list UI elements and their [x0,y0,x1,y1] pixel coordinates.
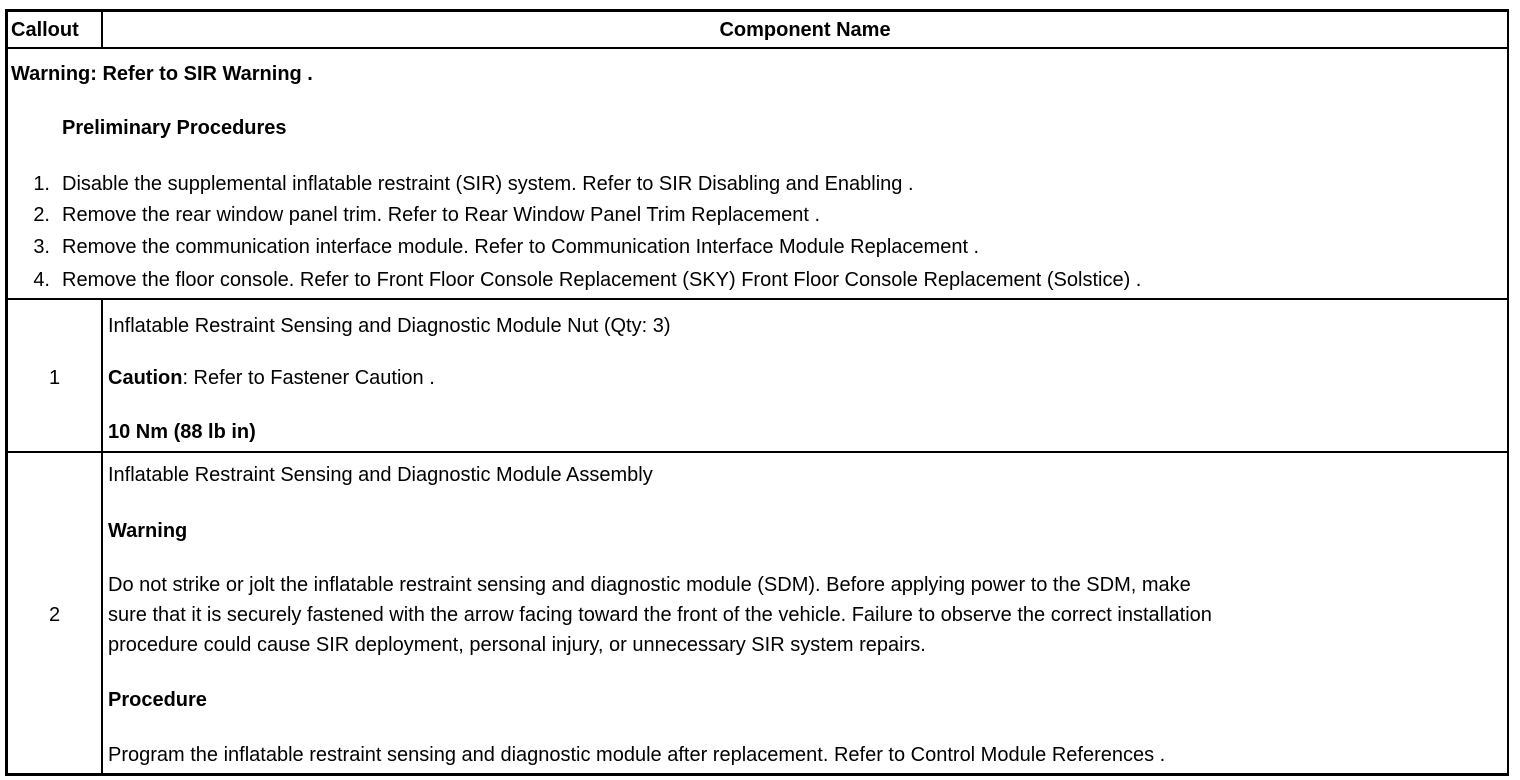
component-table: Callout Component Name Warning: Refer to… [5,9,1509,776]
caution-label: Caution [108,367,183,389]
row-divider [8,451,1507,453]
torque-spec: 10 Nm (88 lb in) [108,421,256,443]
procedure-heading: Procedure [108,689,207,711]
warning-text-line: procedure could cause SIR deployment, pe… [108,634,926,656]
callout-number: 1 [48,367,61,389]
step-text: Disable the supplemental inflatable rest… [62,173,914,195]
callout-number: 2 [48,604,61,626]
procedure-text: Program the inflatable restraint sensing… [108,744,1166,766]
warning-label: Warning: [11,63,97,85]
warning-line: Warning: Refer to SIR Warning . [11,62,313,86]
step-number: 2. [33,204,50,226]
preliminary-heading: Preliminary Procedures [62,117,287,139]
step-text: Remove the communication interface modul… [62,236,980,258]
column-divider [101,298,103,773]
warning-heading: Warning [108,520,188,542]
row-divider [8,298,1507,300]
header-callout: Callout [11,19,79,41]
component-name: Inflatable Restraint Sensing and Diagnos… [108,464,653,486]
warning-text: Refer to SIR Warning . [102,63,313,85]
step-text: Remove the floor console. Refer to Front… [62,269,1142,291]
row-divider [8,47,1507,49]
warning-text-line: sure that it is securely fastened with t… [108,604,1212,626]
column-divider [101,12,103,48]
caution-text: : Refer to Fastener Caution . [182,367,435,389]
step-number: 4. [33,269,50,291]
step-number: 3. [33,236,50,258]
caution-line: Caution: Refer to Fastener Caution . [108,366,435,390]
step-text: Remove the rear window panel trim. Refer… [62,204,821,226]
step-number: 1. [33,173,50,195]
warning-text-line: Do not strike or jolt the inflatable res… [108,574,1191,596]
component-name: Inflatable Restraint Sensing and Diagnos… [108,315,671,337]
header-component-name: Component Name [719,19,891,41]
